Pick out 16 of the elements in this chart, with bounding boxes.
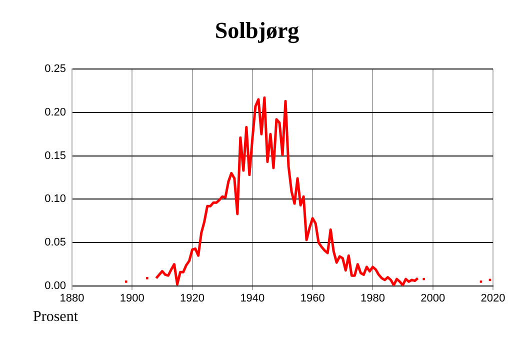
x-tick-label: 1940	[240, 292, 265, 305]
chart-title: Solbjørg	[214, 18, 300, 44]
x-tick-label: 2020	[480, 292, 506, 305]
x-tick-label: 1960	[300, 292, 325, 305]
y-tick-label: 0.20	[44, 106, 66, 118]
x-tick-label: 1920	[180, 292, 205, 305]
y-tick-label: 0.15	[44, 150, 66, 162]
y-axis-title: Prosent	[33, 309, 78, 326]
x-tick-label: 1880	[60, 292, 84, 305]
x-tick-label: 2000	[420, 292, 446, 305]
y-tick-label: 0.00	[44, 280, 66, 292]
x-tick-label: 1900	[120, 292, 144, 305]
y-tick-label: 0.25	[44, 63, 66, 76]
y-tick-label: 0.05	[44, 236, 66, 249]
y-tick-label: 0.10	[44, 193, 66, 206]
x-tick-label: 1980	[360, 292, 385, 305]
